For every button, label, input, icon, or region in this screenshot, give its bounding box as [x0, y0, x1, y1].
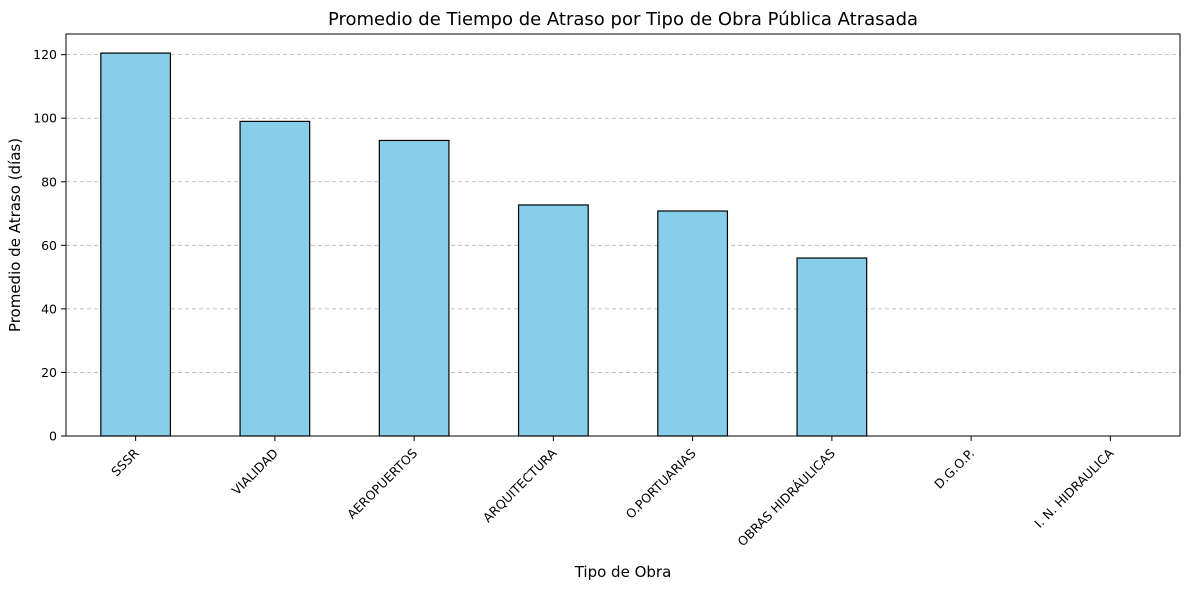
chart-title: Promedio de Tiempo de Atraso por Tipo de… [328, 9, 918, 30]
x-tick-label: VIALIDAD [229, 446, 281, 498]
bar [657, 210, 729, 437]
bar [796, 257, 868, 437]
x-tick-label: O.PORTUARIAS [623, 445, 699, 521]
bar [378, 139, 450, 437]
y-tick-label: 100 [33, 111, 57, 126]
y-tick-label: 120 [33, 47, 57, 62]
bars-layer [100, 52, 868, 437]
bar [517, 204, 589, 437]
y-tick-label: 0 [49, 429, 57, 444]
x-axis-label: Tipo de Obra [574, 563, 672, 581]
y-axis: 0 20 40 60 80 100 120 [33, 47, 66, 444]
x-tick-label: D.G.O.P. [931, 446, 977, 492]
y-tick-label: 40 [41, 301, 57, 316]
y-axis-label: Promedio de Atraso (días) [6, 138, 24, 332]
x-tick-label: SSSR [108, 445, 142, 479]
x-tick-label: AEROPUERTOS [344, 445, 420, 521]
y-tick-label: 80 [41, 174, 57, 189]
grid-layer [66, 54, 1180, 373]
bar [100, 52, 172, 437]
bar [239, 120, 311, 437]
x-tick-label: ARQUITECTURA [480, 445, 560, 525]
x-axis: SSSR VIALIDAD AEROPUERTOS ARQUITECTURA O.POR… [108, 436, 1117, 549]
y-tick-label: 60 [41, 238, 57, 253]
plot-frame [65, 33, 1181, 437]
x-tick-label: I. N. HIDRAULICA [1031, 445, 1116, 530]
x-tick-label: OBRAS HIDRÁULICAS [734, 445, 838, 549]
y-tick-label: 20 [41, 365, 57, 380]
